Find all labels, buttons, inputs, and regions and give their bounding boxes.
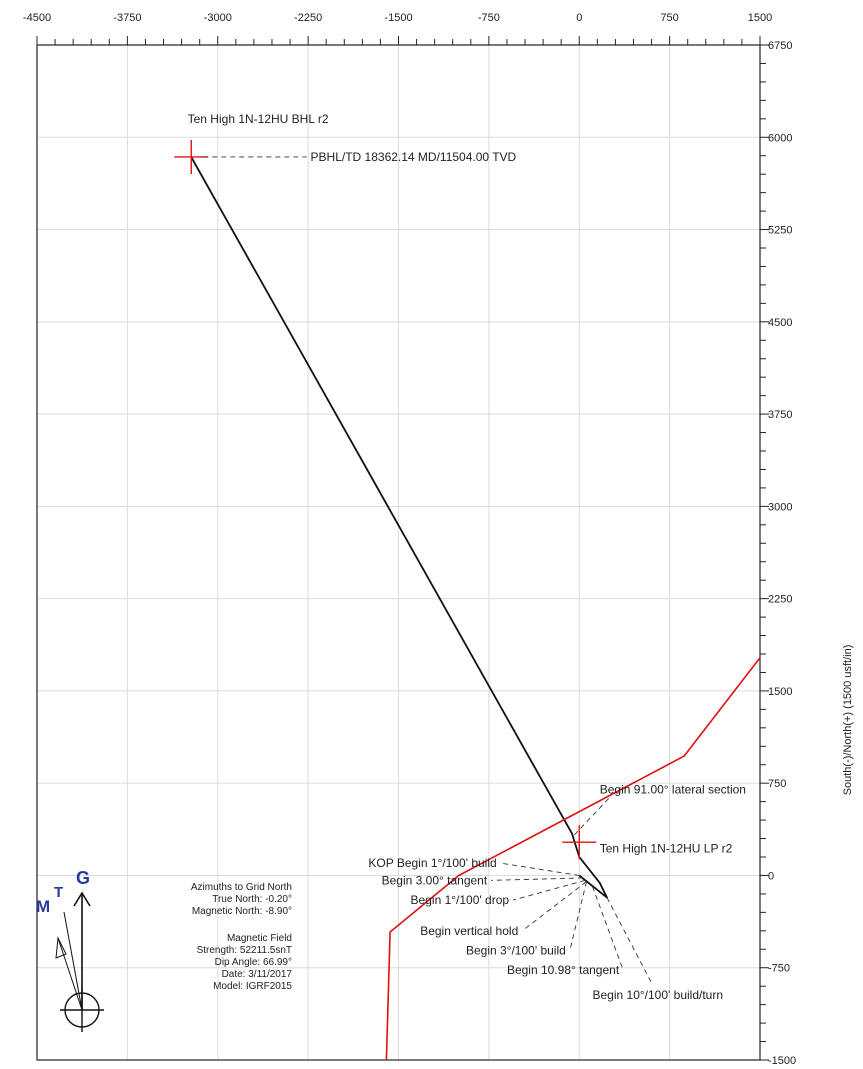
x-tick-label: -3750 — [113, 12, 141, 24]
tick-labels: -4500 -3750 -3000 -2250 -1500 -750 0 750 1500 675… — [23, 12, 796, 1067]
dip-angle: Dip Angle: 66.99° — [215, 957, 292, 968]
true-north: True North: -0.20° — [212, 894, 292, 905]
y-tick-label: 3750 — [768, 409, 792, 421]
x-tick-label: 750 — [660, 12, 678, 24]
x-tick-label: -2250 — [294, 12, 322, 24]
axis-ticks — [36, 36, 769, 1061]
leader-line — [500, 862, 580, 876]
leader-lines — [203, 156, 653, 986]
series-layer — [190, 156, 761, 1061]
annotation-label: Begin 3°/100' build — [466, 944, 566, 958]
leader-line — [491, 877, 583, 881]
y-tick-label: -750 — [768, 963, 790, 975]
compass-letter-g: G — [76, 868, 90, 888]
annotation-label: Ten High 1N-12HU BHL r2 — [188, 112, 329, 126]
x-tick-label: -3000 — [204, 12, 232, 24]
leader-line — [521, 881, 587, 932]
annotation-label: Begin 10.98° tangent — [507, 963, 620, 977]
annotation-label: KOP Begin 1°/100' build — [368, 856, 496, 870]
x-tick-label: -1500 — [384, 12, 412, 24]
annotation-label: Begin 1°/100' drop — [411, 893, 510, 907]
markers-layer — [174, 139, 597, 860]
x-tick-label: 1500 — [748, 12, 772, 24]
y-tick-label: 6000 — [768, 132, 792, 144]
y-tick-label: 2250 — [768, 594, 792, 606]
y-axis-label: South(-)/North(+) (1500 usft/in) — [842, 645, 854, 796]
x-tick-label: -750 — [478, 12, 500, 24]
leader-line — [592, 886, 624, 971]
compass-letter-t: T — [54, 884, 63, 901]
y-tick-label: 5250 — [768, 225, 792, 237]
field-title: Magnetic Field — [227, 933, 292, 944]
field-date: Date: 3/11/2017 — [222, 969, 293, 980]
annotation-label: Ten High 1N-12HU LP r2 — [600, 841, 733, 855]
field-strength: Strength: 52211.5snT — [197, 945, 292, 956]
grid-lines — [36, 44, 761, 1061]
y-tick-label: -1500 — [768, 1055, 796, 1067]
well-path-line — [190, 156, 608, 899]
annotations-layer: Ten High 1N-12HU BHL r2 PBHL/TD 18362.14 … — [188, 112, 746, 1002]
magnetic-north-line — [57, 937, 83, 1011]
y-tick-label: 0 — [768, 870, 774, 882]
leader-line — [512, 879, 586, 901]
annotation-label: Begin vertical hold — [420, 924, 518, 938]
annotation-label: PBHL/TD 18362.14 MD/11504.00 TVD — [311, 150, 517, 164]
x-tick-label: 0 — [576, 12, 582, 24]
boundary-line — [385, 657, 761, 1061]
annotation-label: Begin 10°/100' build/turn — [593, 988, 724, 1002]
leader-line — [569, 881, 587, 951]
leader-line — [606, 897, 653, 986]
info-block: Azimuths to Grid North True North: -0.20… — [191, 882, 293, 992]
compass-letter-m: M — [36, 897, 50, 916]
north-compass: M T G — [36, 868, 104, 1032]
annotation-label: Begin 3.00° tangent — [382, 873, 488, 887]
y-tick-label: 750 — [768, 778, 786, 790]
grid-north-arrowhead — [73, 891, 91, 907]
y-tick-label: 4500 — [768, 317, 792, 329]
y-tick-label: 6750 — [768, 40, 792, 52]
annotation-label: Begin 91.00° lateral section — [600, 782, 746, 796]
field-model: Model: IGRF2015 — [213, 981, 292, 992]
y-tick-label: 3000 — [768, 501, 792, 513]
y-tick-label: 1500 — [768, 686, 792, 698]
magnetic-north-arrowhead — [55, 936, 67, 959]
x-tick-label: -4500 — [23, 12, 51, 24]
azimuths-title: Azimuths to Grid North — [191, 882, 292, 893]
magnetic-north: Magnetic North: -8.90° — [192, 906, 292, 917]
